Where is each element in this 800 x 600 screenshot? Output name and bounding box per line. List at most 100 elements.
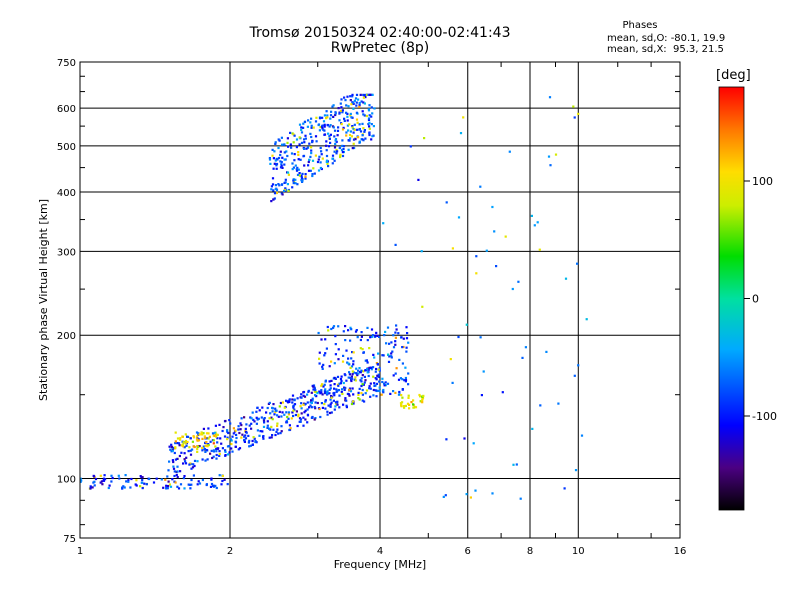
data-point [320, 338, 323, 341]
data-point [139, 485, 142, 488]
data-point [309, 155, 312, 158]
data-point [274, 433, 277, 437]
data-point [255, 422, 258, 425]
data-point [281, 193, 284, 196]
data-point [300, 396, 303, 399]
data-point [368, 133, 371, 137]
data-point [210, 477, 213, 480]
data-point [358, 123, 361, 126]
data-point [326, 162, 329, 165]
data-point [291, 162, 294, 165]
data-point [367, 93, 370, 96]
data-point [363, 102, 366, 105]
data-point [193, 464, 196, 468]
data-point [401, 388, 404, 391]
data-point [89, 487, 92, 490]
x-axis-label: Frequency [MHz] [334, 558, 426, 571]
data-point [339, 154, 342, 157]
data-point [292, 178, 295, 181]
data-point [348, 133, 352, 137]
data-point [245, 431, 248, 434]
data-point [313, 418, 316, 421]
data-point [287, 401, 290, 404]
data-point [183, 446, 186, 449]
data-point [292, 409, 295, 412]
data-point [397, 378, 401, 381]
data-point [405, 350, 408, 353]
data-point [387, 360, 391, 363]
data-point [212, 439, 215, 442]
data-point [99, 474, 102, 477]
data-point [284, 178, 287, 181]
data-point [224, 419, 227, 423]
data-point [310, 149, 313, 152]
data-point [272, 428, 275, 431]
data-point [319, 146, 322, 150]
data-point [336, 134, 339, 137]
data-point [203, 447, 206, 451]
data-point [321, 406, 324, 409]
data-point [173, 451, 176, 455]
data-point [330, 360, 333, 363]
data-point [319, 392, 322, 395]
data-point [394, 343, 397, 346]
data-point [148, 477, 151, 481]
data-point [175, 473, 178, 476]
data-point [359, 130, 363, 133]
data-point [350, 365, 354, 368]
data-point [422, 394, 425, 397]
data-point [270, 425, 273, 428]
data-point [130, 477, 133, 481]
data-point [229, 422, 232, 425]
data-point [295, 167, 298, 171]
data-point [334, 401, 338, 404]
data-point [273, 150, 276, 153]
data-point [271, 177, 275, 180]
data-point [206, 437, 209, 440]
data-point [309, 132, 312, 135]
data-point [364, 96, 367, 99]
data-point [403, 379, 406, 382]
data-point [368, 121, 371, 124]
data-point [287, 413, 290, 416]
data-point [329, 384, 332, 387]
data-point [308, 158, 311, 161]
data-point [362, 351, 365, 354]
data-point [292, 404, 295, 407]
data-point [275, 164, 278, 167]
data-point [287, 417, 290, 420]
data-point [329, 405, 332, 408]
data-point [347, 362, 350, 365]
data-point [384, 330, 387, 333]
data-point [336, 375, 340, 378]
data-point [373, 384, 376, 387]
data-point [257, 417, 260, 420]
data-point [353, 146, 356, 150]
data-point [342, 126, 345, 129]
data-point [318, 129, 321, 132]
data-point [400, 403, 403, 406]
data-point [124, 474, 127, 477]
y-tick-label: 75 [63, 534, 76, 545]
colorbar-tick-label: -100 [752, 410, 777, 423]
data-point [273, 413, 276, 416]
data-point [517, 280, 520, 283]
data-point [218, 452, 221, 455]
data-point [259, 430, 262, 433]
data-point [361, 110, 364, 113]
data-point [352, 142, 355, 145]
data-point [358, 387, 361, 390]
data-point [274, 407, 277, 410]
data-point [295, 146, 298, 149]
data-point [174, 431, 177, 434]
data-point [361, 122, 364, 125]
data-point [333, 383, 336, 386]
data-point [515, 463, 518, 466]
data-point [412, 399, 415, 402]
data-point [459, 132, 463, 135]
data-point [512, 463, 515, 466]
data-point [173, 470, 176, 473]
data-point [184, 442, 187, 445]
data-point [285, 399, 288, 402]
data-point [270, 188, 273, 191]
